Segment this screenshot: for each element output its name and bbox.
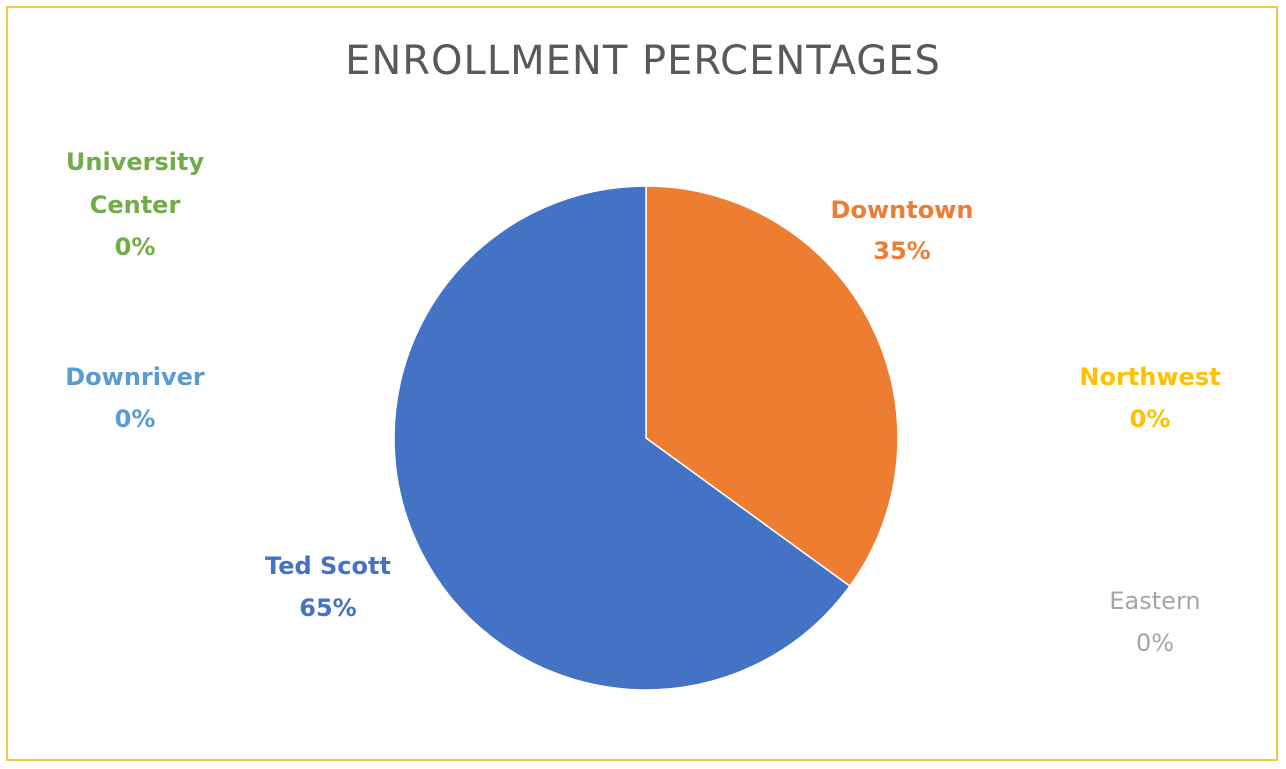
data-label-name: Eastern <box>1109 587 1200 615</box>
data-label-name: Center <box>90 191 181 219</box>
data-label-downtown: Downtown 35% <box>831 196 974 265</box>
data-label-percent: 65% <box>299 594 356 622</box>
data-label-downriver: Downriver 0% <box>65 363 205 433</box>
data-label-name: Downtown <box>831 196 974 224</box>
data-label-name: Downriver <box>65 363 205 391</box>
chart-title: ENROLLMENT PERCENTAGES <box>345 38 941 84</box>
data-label-percent: 0% <box>115 233 156 261</box>
data-label-eastern: Eastern 0% <box>1109 587 1200 657</box>
data-label-name: University <box>66 148 205 176</box>
data-label-northwest: Northwest 0% <box>1079 363 1220 433</box>
pie-slice-ted-scott <box>393 185 851 691</box>
data-label-name: Northwest <box>1079 363 1220 391</box>
pie-slice-downtown <box>645 185 899 588</box>
data-label-percent: 35% <box>873 237 930 265</box>
pie-slices <box>393 185 899 691</box>
data-label-percent: 0% <box>1136 629 1174 657</box>
data-label-percent: 0% <box>1130 405 1171 433</box>
data-label-ted-scott: Ted Scott 65% <box>265 552 391 622</box>
data-label-name: Ted Scott <box>265 552 391 580</box>
data-label-percent: 0% <box>115 405 156 433</box>
data-label-university-center: University Center 0% <box>66 148 205 261</box>
pie-data-labels: Downtown 35% Northwest 0% Eastern 0% Ted Scott… <box>65 148 1220 657</box>
